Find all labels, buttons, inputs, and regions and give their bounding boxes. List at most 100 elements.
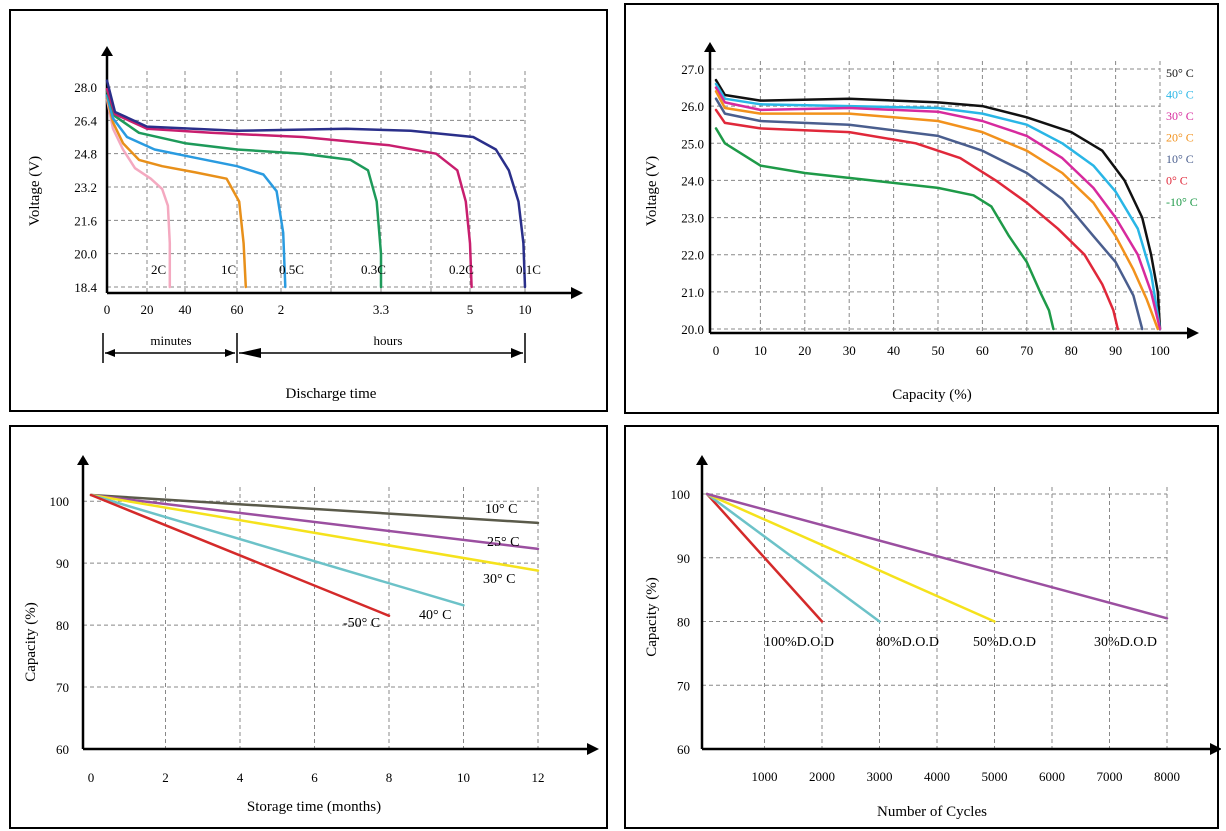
series-line-30%D.O.D — [705, 492, 1169, 620]
y-tick-label: 25.0 — [681, 136, 704, 151]
series-label: 10° C — [485, 502, 517, 517]
series-line-2C — [105, 98, 172, 289]
y-tick-label: 100 — [671, 487, 691, 502]
series-line-40° C — [714, 82, 1162, 331]
y-tick-label: 23.2 — [74, 180, 97, 195]
y-axis-arrow — [696, 455, 708, 465]
x-tick-label: 3000 — [867, 769, 893, 784]
series-line-1C — [105, 96, 248, 289]
y-tick-label: 18.4 — [74, 280, 97, 295]
x-tick-label: 6 — [311, 770, 318, 785]
x-tick-label: 0 — [104, 302, 111, 317]
x-tick-label: 12 — [532, 770, 545, 785]
x-axis-arrow — [571, 287, 583, 299]
series-line--10° C — [714, 127, 1055, 331]
y-axis-label: Capacity (%) — [644, 577, 660, 657]
y-tick-label: 26.0 — [681, 99, 704, 114]
series-label: 0.2C — [449, 262, 474, 277]
x-tick-label: 5 — [467, 302, 474, 317]
x-tick-label: 40 — [179, 302, 192, 317]
y-axis-arrow — [77, 455, 89, 465]
x-tick-label: 2000 — [809, 769, 835, 784]
legend-entry: 50° C — [1166, 66, 1194, 80]
series-line-10° C — [714, 97, 1144, 331]
y-tick-label: 21.6 — [74, 213, 97, 228]
series-line-0.3C — [105, 89, 383, 289]
y-axis-label: Voltage (V) — [644, 156, 660, 226]
minutes-label: minutes — [150, 333, 191, 348]
legend-entry: 10° C — [1166, 152, 1194, 166]
x-tick-label: 4000 — [924, 769, 950, 784]
series-line-0° C — [714, 108, 1120, 331]
x-tick-label: 30 — [843, 343, 856, 358]
y-tick-label: 60 — [677, 742, 690, 757]
series-line-0.5C — [105, 94, 287, 289]
x-tick-label: 100 — [1150, 343, 1170, 358]
y-axis-arrow — [101, 46, 113, 56]
legend-entry: -10° C — [1166, 195, 1198, 209]
series-line-80%D.O.D — [705, 492, 881, 623]
series-line-50%D.O.D — [705, 492, 996, 623]
x-tick-label: 2 — [162, 770, 169, 785]
series-line-30° C — [714, 86, 1162, 331]
series-line-40° C — [89, 493, 465, 607]
x-tick-label: 60 — [976, 343, 989, 358]
series-label: 40° C — [419, 608, 451, 623]
series-line-20° C — [714, 90, 1160, 331]
y-tick-label: 20.0 — [681, 322, 704, 337]
y-tick-label: 20.0 — [74, 247, 97, 262]
y-tick-label: 80 — [677, 615, 690, 630]
y-tick-label: 23.0 — [681, 211, 704, 226]
series-label: 25° C — [487, 535, 519, 550]
x-axis-arrow — [587, 743, 599, 755]
legend-entry: 0° C — [1166, 174, 1188, 188]
x-tick-label: 50 — [932, 343, 945, 358]
y-tick-label: 70 — [677, 678, 690, 693]
y-tick-label: 24.8 — [74, 147, 97, 162]
series-label: 2C — [151, 262, 166, 277]
y-tick-label: 26.4 — [74, 113, 97, 128]
y-axis-arrow — [704, 42, 716, 52]
x-tick-label: 0 — [88, 770, 95, 785]
x-tick-label: 10 — [754, 343, 767, 358]
storage-chart-panel: 100 90 80 70 60 0 2 4 6 8 10 12 10° C 25° C 30° C 40° C… — [9, 425, 608, 829]
series-label: 50%D.O.D — [973, 635, 1036, 650]
y-tick-label: 24.0 — [681, 173, 704, 188]
x-axis-label: Discharge time — [286, 386, 377, 402]
series-line-100%D.O.D — [705, 492, 824, 623]
x-axis-label: Number of Cycles — [877, 804, 987, 820]
discharge-chart-panel: 28.0 26.4 24.8 23.2 21.6 20.0 18.4 0 20 40 60 2 3.3 5… — [9, 9, 608, 412]
series-line-0.1C — [105, 79, 527, 289]
x-tick-label: 80 — [1065, 343, 1078, 358]
series-line-10° C — [89, 493, 540, 525]
x-tick-label: 20 — [141, 302, 154, 317]
y-tick-label: 27.0 — [681, 62, 704, 77]
bracket-arrow — [511, 348, 523, 358]
series-label: 30° C — [483, 572, 515, 587]
x-tick-label: 60 — [231, 302, 244, 317]
x-tick-label: 6000 — [1039, 769, 1065, 784]
x-tick-label: 8 — [386, 770, 393, 785]
legend-entry: 40° C — [1166, 88, 1194, 102]
series-label: -50° C — [343, 616, 380, 631]
x-tick-label: 40 — [887, 343, 900, 358]
x-tick-label: 7000 — [1097, 769, 1123, 784]
series-label: 30%D.O.D — [1094, 635, 1157, 650]
x-tick-label: 0 — [713, 343, 720, 358]
series-line-0.2C — [105, 87, 473, 289]
series-line-50° C — [714, 78, 1162, 331]
y-tick-label: 90 — [56, 556, 69, 571]
series-label: 1C — [221, 262, 236, 277]
y-tick-label: 28.0 — [74, 80, 97, 95]
y-axis-label: Voltage (V) — [27, 156, 43, 226]
storage-chart: 100 90 80 70 60 0 2 4 6 8 10 12 10° C 25° C 30° C 40° C… — [23, 455, 599, 815]
series-label: 0.3C — [361, 262, 386, 277]
series-line-25° C — [89, 493, 540, 551]
y-tick-label: 21.0 — [681, 285, 704, 300]
series-label: 0.1C — [516, 262, 541, 277]
series-label: 100%D.O.D — [764, 635, 834, 650]
x-tick-label: 2 — [278, 302, 285, 317]
cycles-chart: 100 90 80 70 60 1000 2000 3000 4000 5000 6000 7000 8… — [644, 455, 1221, 820]
x-axis-arrow — [1210, 743, 1221, 755]
x-tick-label: 8000 — [1154, 769, 1180, 784]
